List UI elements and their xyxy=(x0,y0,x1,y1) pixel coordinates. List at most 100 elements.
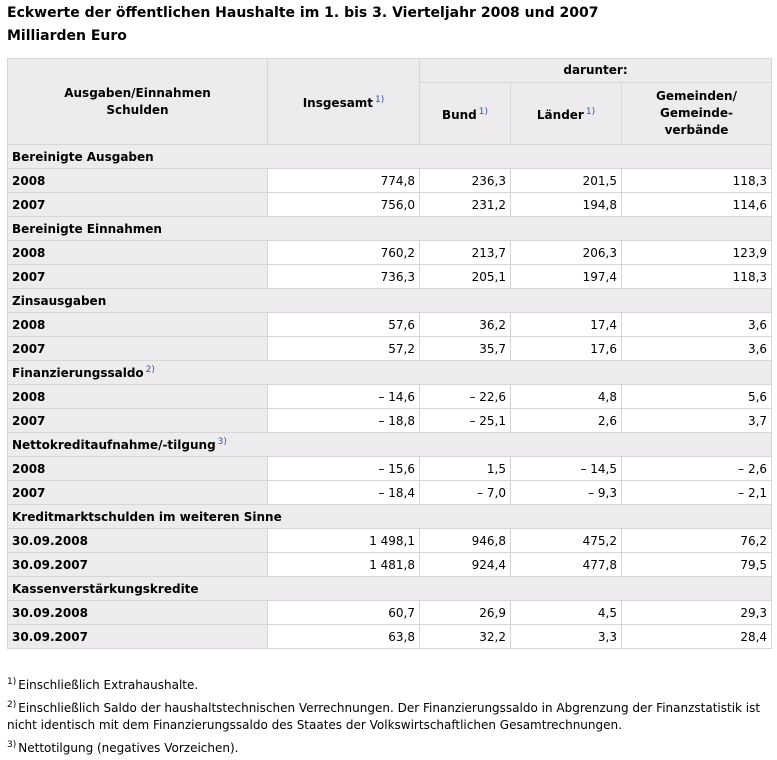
header-bund-footnote[interactable]: 1) xyxy=(478,106,489,117)
table-row: 30.09.2007 63,8 32,2 3,3 28,4 xyxy=(7,624,773,649)
table-cell: 197,4 xyxy=(510,264,622,289)
footnote-mark: 2) xyxy=(7,700,17,710)
header-gemeinden: Gemeinden/ Gemeinde- verbände xyxy=(620,82,773,145)
table-cell: 924,4 xyxy=(419,552,511,577)
table-cell: 29,3 xyxy=(620,600,773,625)
table-cell: 2,6 xyxy=(510,408,622,433)
row-label: 2008 xyxy=(7,240,268,265)
header-category-line2: Schulden xyxy=(106,102,169,117)
section-footnote-link[interactable]: 3) xyxy=(217,437,227,447)
table-cell: 946,8 xyxy=(419,528,511,553)
section-title: Finanzierungssaldo 2) xyxy=(6,360,773,385)
section-footnote-link[interactable]: 2) xyxy=(145,365,155,375)
table-cell: 32,2 xyxy=(419,624,511,649)
table-cell: 231,2 xyxy=(419,192,511,217)
table-cell: 206,3 xyxy=(510,240,622,265)
header-bund: Bund 1) xyxy=(419,82,511,145)
row-label: 30.09.2007 xyxy=(7,624,268,649)
table-cell: – 2,1 xyxy=(620,480,773,505)
header-laender: Länder 1) xyxy=(510,82,622,145)
section-title-text: Zinsausgaben xyxy=(12,293,107,308)
header-darunter: darunter: xyxy=(418,58,773,83)
table-row: 2008 774,8 236,3 201,5 118,3 xyxy=(7,168,773,193)
table-cell: 477,8 xyxy=(510,552,622,577)
row-label: 2008 xyxy=(7,456,268,481)
header-bund-label: Bund xyxy=(441,107,477,122)
table-cell: – 7,0 xyxy=(419,480,511,505)
footnote: 3) Nettotilgung (negatives Vorzeichen). xyxy=(7,737,771,757)
table-cell: 3,3 xyxy=(510,624,622,649)
row-label: 2007 xyxy=(7,408,268,433)
table-cell: 760,2 xyxy=(267,240,420,265)
table-cell: 35,7 xyxy=(419,336,511,361)
table-row: 30.09.2007 1 481,8 924,4 477,8 79,5 xyxy=(7,552,773,577)
section-header-row: Zinsausgaben xyxy=(6,288,773,313)
section-header-row: Bereinigte Ausgaben xyxy=(6,144,773,169)
data-table: Ausgaben/Einnahmen Schulden Insgesamt 1) … xyxy=(6,58,773,649)
section-title-text: Finanzierungssaldo xyxy=(12,366,144,380)
table-row: 2007 57,2 35,7 17,6 3,6 xyxy=(7,336,773,361)
row-label: 30.09.2008 xyxy=(7,528,268,553)
page-title: Eckwerte der öffentlichen Haushalte im 1… xyxy=(7,5,599,21)
table-cell: 194,8 xyxy=(510,192,622,217)
section-title-text: Bereinigte Ausgaben xyxy=(12,149,154,164)
header-laender-footnote[interactable]: 1) xyxy=(585,106,596,117)
row-label: 2007 xyxy=(7,264,268,289)
header-insgesamt-footnote[interactable]: 1) xyxy=(375,94,385,105)
table-cell: 3,7 xyxy=(620,408,773,433)
table-cell: 114,6 xyxy=(620,192,773,217)
footnote-text: Einschließlich Extrahaushalte. xyxy=(18,678,199,692)
table-cell: – 18,4 xyxy=(267,480,420,505)
section-title: Bereinigte Einnahmen xyxy=(6,216,773,241)
table-cell: 57,2 xyxy=(267,336,420,361)
table-cell: 76,2 xyxy=(620,528,773,553)
table-row: 2007– 18,8– 25,1 2,6 3,7 xyxy=(7,408,773,433)
section-header-row: Bereinigte Einnahmen xyxy=(6,216,773,241)
header-gemeinden-line1: Gemeinden/ xyxy=(656,89,737,103)
footnote-mark: 1) xyxy=(7,677,17,687)
row-label: 2008 xyxy=(7,168,268,193)
header-insgesamt: Insgesamt 1) xyxy=(267,58,420,145)
table-cell: 17,6 xyxy=(510,336,622,361)
table-cell: 36,2 xyxy=(419,312,511,337)
table-cell: 1 481,8 xyxy=(267,552,420,577)
table-cell: 5,6 xyxy=(620,384,773,409)
table-cell: 475,2 xyxy=(510,528,622,553)
table-cell: 4,8 xyxy=(510,384,622,409)
footnote: 2) Einschließlich Saldo der haushaltstech… xyxy=(7,697,771,734)
section-title-text: Bereinigte Einnahmen xyxy=(12,221,162,236)
table-cell: 118,3 xyxy=(620,264,773,289)
section-title: Zinsausgaben xyxy=(6,288,773,313)
footnote-mark: 3) xyxy=(7,740,17,750)
table-cell: 118,3 xyxy=(620,168,773,193)
table-cell: 17,4 xyxy=(510,312,622,337)
page-subtitle: Milliarden Euro xyxy=(7,28,127,44)
table-row: 2008– 15,6 1,5– 14,5– 2,6 xyxy=(7,456,773,481)
table-cell: 201,5 xyxy=(510,168,622,193)
table-cell: 774,8 xyxy=(267,168,420,193)
header-insgesamt-label: Insgesamt xyxy=(302,95,374,110)
table-cell: 236,3 xyxy=(419,168,511,193)
header-category-line1: Ausgaben/Einnahmen xyxy=(64,85,211,100)
table-cell: 3,6 xyxy=(620,336,773,361)
table-cell: 63,8 xyxy=(267,624,420,649)
table-row: 2007– 18,4– 7,0– 9,3– 2,1 xyxy=(7,480,773,505)
section-title-text: Nettokreditaufnahme/-tilgung xyxy=(12,438,216,452)
table-cell: – 14,5 xyxy=(510,456,622,481)
table-cell: – 18,8 xyxy=(267,408,420,433)
header-gemeinden-line2: Gemeinde- xyxy=(660,106,734,120)
table-cell: – 2,6 xyxy=(620,456,773,481)
table-cell: – 15,6 xyxy=(267,456,420,481)
table-cell: 736,3 xyxy=(267,264,420,289)
row-label: 30.09.2007 xyxy=(7,552,268,577)
header-laender-label: Länder xyxy=(536,107,584,122)
table-cell: – 25,1 xyxy=(419,408,511,433)
footnote: 1) Einschließlich Extrahaushalte. xyxy=(7,674,771,694)
table-row: 2008– 14,6– 22,6 4,8 5,6 xyxy=(7,384,773,409)
table-cell: 57,6 xyxy=(267,312,420,337)
table-cell: 123,9 xyxy=(620,240,773,265)
table-cell: – 14,6 xyxy=(267,384,420,409)
table-row: 2007 756,0 231,2 194,8 114,6 xyxy=(7,192,773,217)
table-row: 2007 736,3 205,1 197,4 118,3 xyxy=(7,264,773,289)
row-label: 2007 xyxy=(7,480,268,505)
